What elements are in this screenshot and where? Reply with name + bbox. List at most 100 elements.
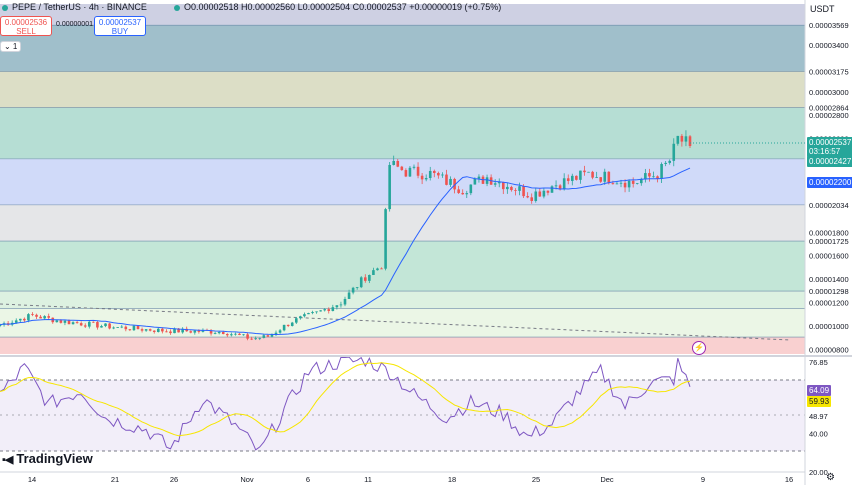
candle-body [554, 185, 558, 187]
candle-body [173, 328, 176, 334]
candle-body [514, 190, 517, 191]
candle-body [79, 323, 83, 326]
ohlc-values: O0.00002518 H0.00002560 L0.00002504 C0.0… [184, 2, 502, 12]
fib-band [0, 291, 805, 309]
buy-label: BUY [111, 27, 129, 36]
candle-body [396, 160, 400, 167]
candle-body [294, 318, 298, 323]
time-axis-label: 9 [701, 475, 705, 484]
candle-body [14, 320, 18, 323]
buy-button[interactable]: 0.00002537 BUY [94, 16, 146, 36]
price-axis-label: 0.00003400 [809, 41, 849, 50]
candle-body [380, 268, 383, 270]
candle-body [510, 186, 513, 191]
candle-body [100, 326, 103, 328]
indicators-collapse-button[interactable]: ⌄ 1 [0, 41, 22, 52]
candle-body [668, 160, 672, 163]
candle-body [124, 326, 128, 330]
bar-countdown: 03:16:57 [809, 147, 841, 156]
time-axis-label: 16 [785, 475, 793, 484]
gear-icon[interactable]: ⚙ [826, 472, 835, 483]
candle-body [473, 178, 477, 185]
candle-body [416, 166, 420, 176]
price-axis-label: 0.00001200 [809, 298, 849, 307]
candle-body [63, 320, 67, 323]
candle-body [339, 304, 343, 306]
candle-body [71, 322, 75, 325]
candle-body [23, 318, 26, 321]
tradingview-logo[interactable]: ▪◀ TradingView [2, 451, 93, 466]
candle-body [197, 330, 201, 332]
candle-body [128, 329, 132, 331]
candle-body [213, 333, 217, 334]
candle-body [148, 329, 152, 331]
price-axis-label: 0.00003569 [809, 21, 849, 30]
candle-body [39, 316, 42, 319]
candle-body [538, 191, 542, 197]
level-tag-ma: 0.00002200 [807, 177, 852, 188]
candle-body [566, 178, 570, 181]
spread-value: 0.00000001 [56, 21, 93, 28]
currency-label[interactable]: USDT [810, 4, 835, 14]
candle-body [327, 309, 331, 311]
candle-body [258, 337, 262, 339]
candle-body [639, 179, 643, 184]
rsi-axis-labels: 76.85 48.97 40.00 20.00 [809, 358, 828, 477]
candle-body [47, 316, 51, 318]
candle-body [18, 318, 22, 321]
candle-body [485, 177, 489, 184]
candle-body [165, 331, 168, 333]
candle-body [542, 190, 546, 197]
symbol-title[interactable]: PEPE / TetherUS · 4h · BINANCE [2, 2, 147, 12]
fib-band [0, 337, 805, 354]
rsi-axis-label: 76.85 [809, 358, 828, 367]
candle-body [230, 334, 233, 336]
candle-body [449, 178, 452, 185]
candle-body [161, 328, 164, 332]
candle-body [270, 334, 274, 337]
candle-body [323, 309, 327, 311]
candle-body [424, 178, 428, 180]
candle-body [607, 171, 611, 184]
price-axis-label: 0.00001000 [809, 322, 849, 331]
price-axis-label: 0.00000800 [809, 345, 849, 354]
candle-body [388, 164, 391, 210]
candle-body [688, 136, 692, 146]
candle-body [619, 182, 623, 184]
candle-body [35, 314, 38, 317]
current-price-value: 0.00002537 [809, 138, 852, 147]
candle-body [445, 174, 448, 185]
candle-body [225, 334, 229, 336]
rsi-axis-label: 48.97 [809, 412, 828, 421]
candle-body [575, 175, 578, 180]
symbol-line: PEPE / TetherUS · 4h · BINANCE [12, 2, 147, 12]
candle-body [307, 313, 310, 315]
candle-body [432, 170, 436, 173]
candle-body [75, 322, 79, 324]
candle-body [591, 171, 594, 178]
candle-body [120, 326, 124, 328]
time-axis-label: 14 [28, 475, 36, 484]
candle-body [376, 268, 379, 271]
fib-band [0, 204, 805, 242]
candle-body [193, 330, 197, 333]
candle-body [550, 186, 554, 193]
rsi-ma-value-tag: 59.93 [807, 396, 832, 407]
candle-body [603, 171, 607, 182]
sell-button[interactable]: 0.00002536 SELL [0, 16, 52, 36]
candle-body [140, 329, 144, 331]
candle-body [290, 322, 294, 326]
candle-body [465, 193, 469, 195]
price-axis-label: 0.00002864 [809, 104, 849, 113]
candle-body [408, 167, 412, 177]
candle-body [363, 277, 367, 281]
rsi-axis-label: 20.00 [809, 468, 828, 477]
time-axis-label: 18 [448, 475, 456, 484]
lightning-icon[interactable]: ⚡ [692, 341, 706, 355]
candle-body [31, 314, 34, 315]
price-axis-label: 0.00001400 [809, 275, 849, 284]
candle-body [217, 331, 221, 334]
candle-body [43, 316, 46, 319]
candle-body [501, 182, 505, 190]
